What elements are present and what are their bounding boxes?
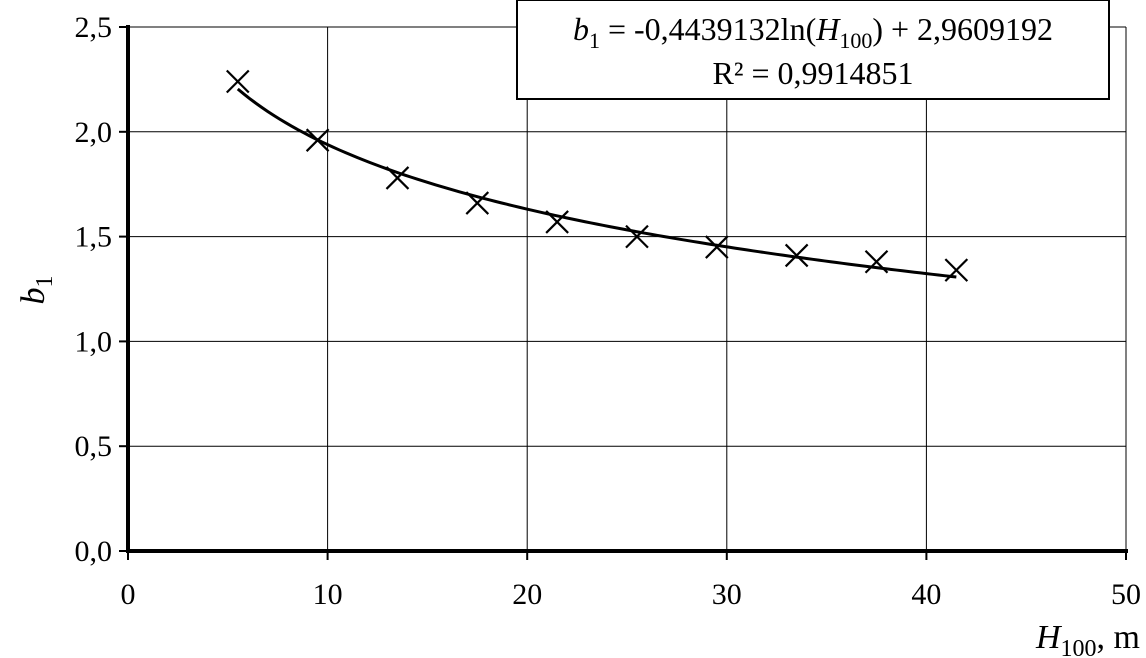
- data-point: [625, 224, 649, 249]
- grid-lines: [128, 26, 1127, 551]
- y-tick-label: 2,5: [75, 11, 113, 44]
- y-tick-label: 2,0: [75, 116, 113, 149]
- x-tick-label: 40: [911, 578, 941, 611]
- data-point: [864, 249, 889, 274]
- x-tick-label: 30: [712, 578, 742, 611]
- equation-box: b1 = -0,4439132ln(H100) + 2,9609192 R² =…: [516, 0, 1110, 100]
- r-squared: R² = 0,9914851: [713, 55, 914, 91]
- axes: [119, 25, 1128, 560]
- data-point: [385, 166, 410, 190]
- trendline-equation: b1 = -0,4439132ln(H100) + 2,9609192: [573, 11, 1053, 53]
- data-point: [226, 69, 250, 94]
- data-point: [545, 210, 569, 234]
- data-points: [226, 69, 969, 282]
- x-tick-label: 20: [512, 578, 542, 611]
- x-tick-label: 0: [121, 578, 136, 611]
- data-point: [944, 258, 969, 282]
- y-tick-label: 1,0: [75, 325, 113, 358]
- x-axis-label: H100, m: [1035, 619, 1140, 658]
- trendline: [236, 87, 957, 279]
- y-axis-label: b1: [15, 276, 58, 305]
- x-tick-labels: 0 10 20 30 40 50: [121, 578, 1142, 611]
- y-tick-label: 1,5: [75, 221, 113, 254]
- data-point: [784, 243, 809, 268]
- y-tick-label: 0,0: [75, 535, 113, 568]
- x-tick-label: 10: [313, 578, 343, 611]
- y-tick-label: 0,5: [75, 430, 113, 463]
- data-point: [465, 191, 490, 215]
- y-tick-labels: 0,0 0,5 1,0 1,5 2,0 2,5: [75, 11, 113, 568]
- data-point: [305, 128, 330, 152]
- x-tick-label: 50: [1111, 578, 1141, 611]
- data-point: [705, 235, 729, 259]
